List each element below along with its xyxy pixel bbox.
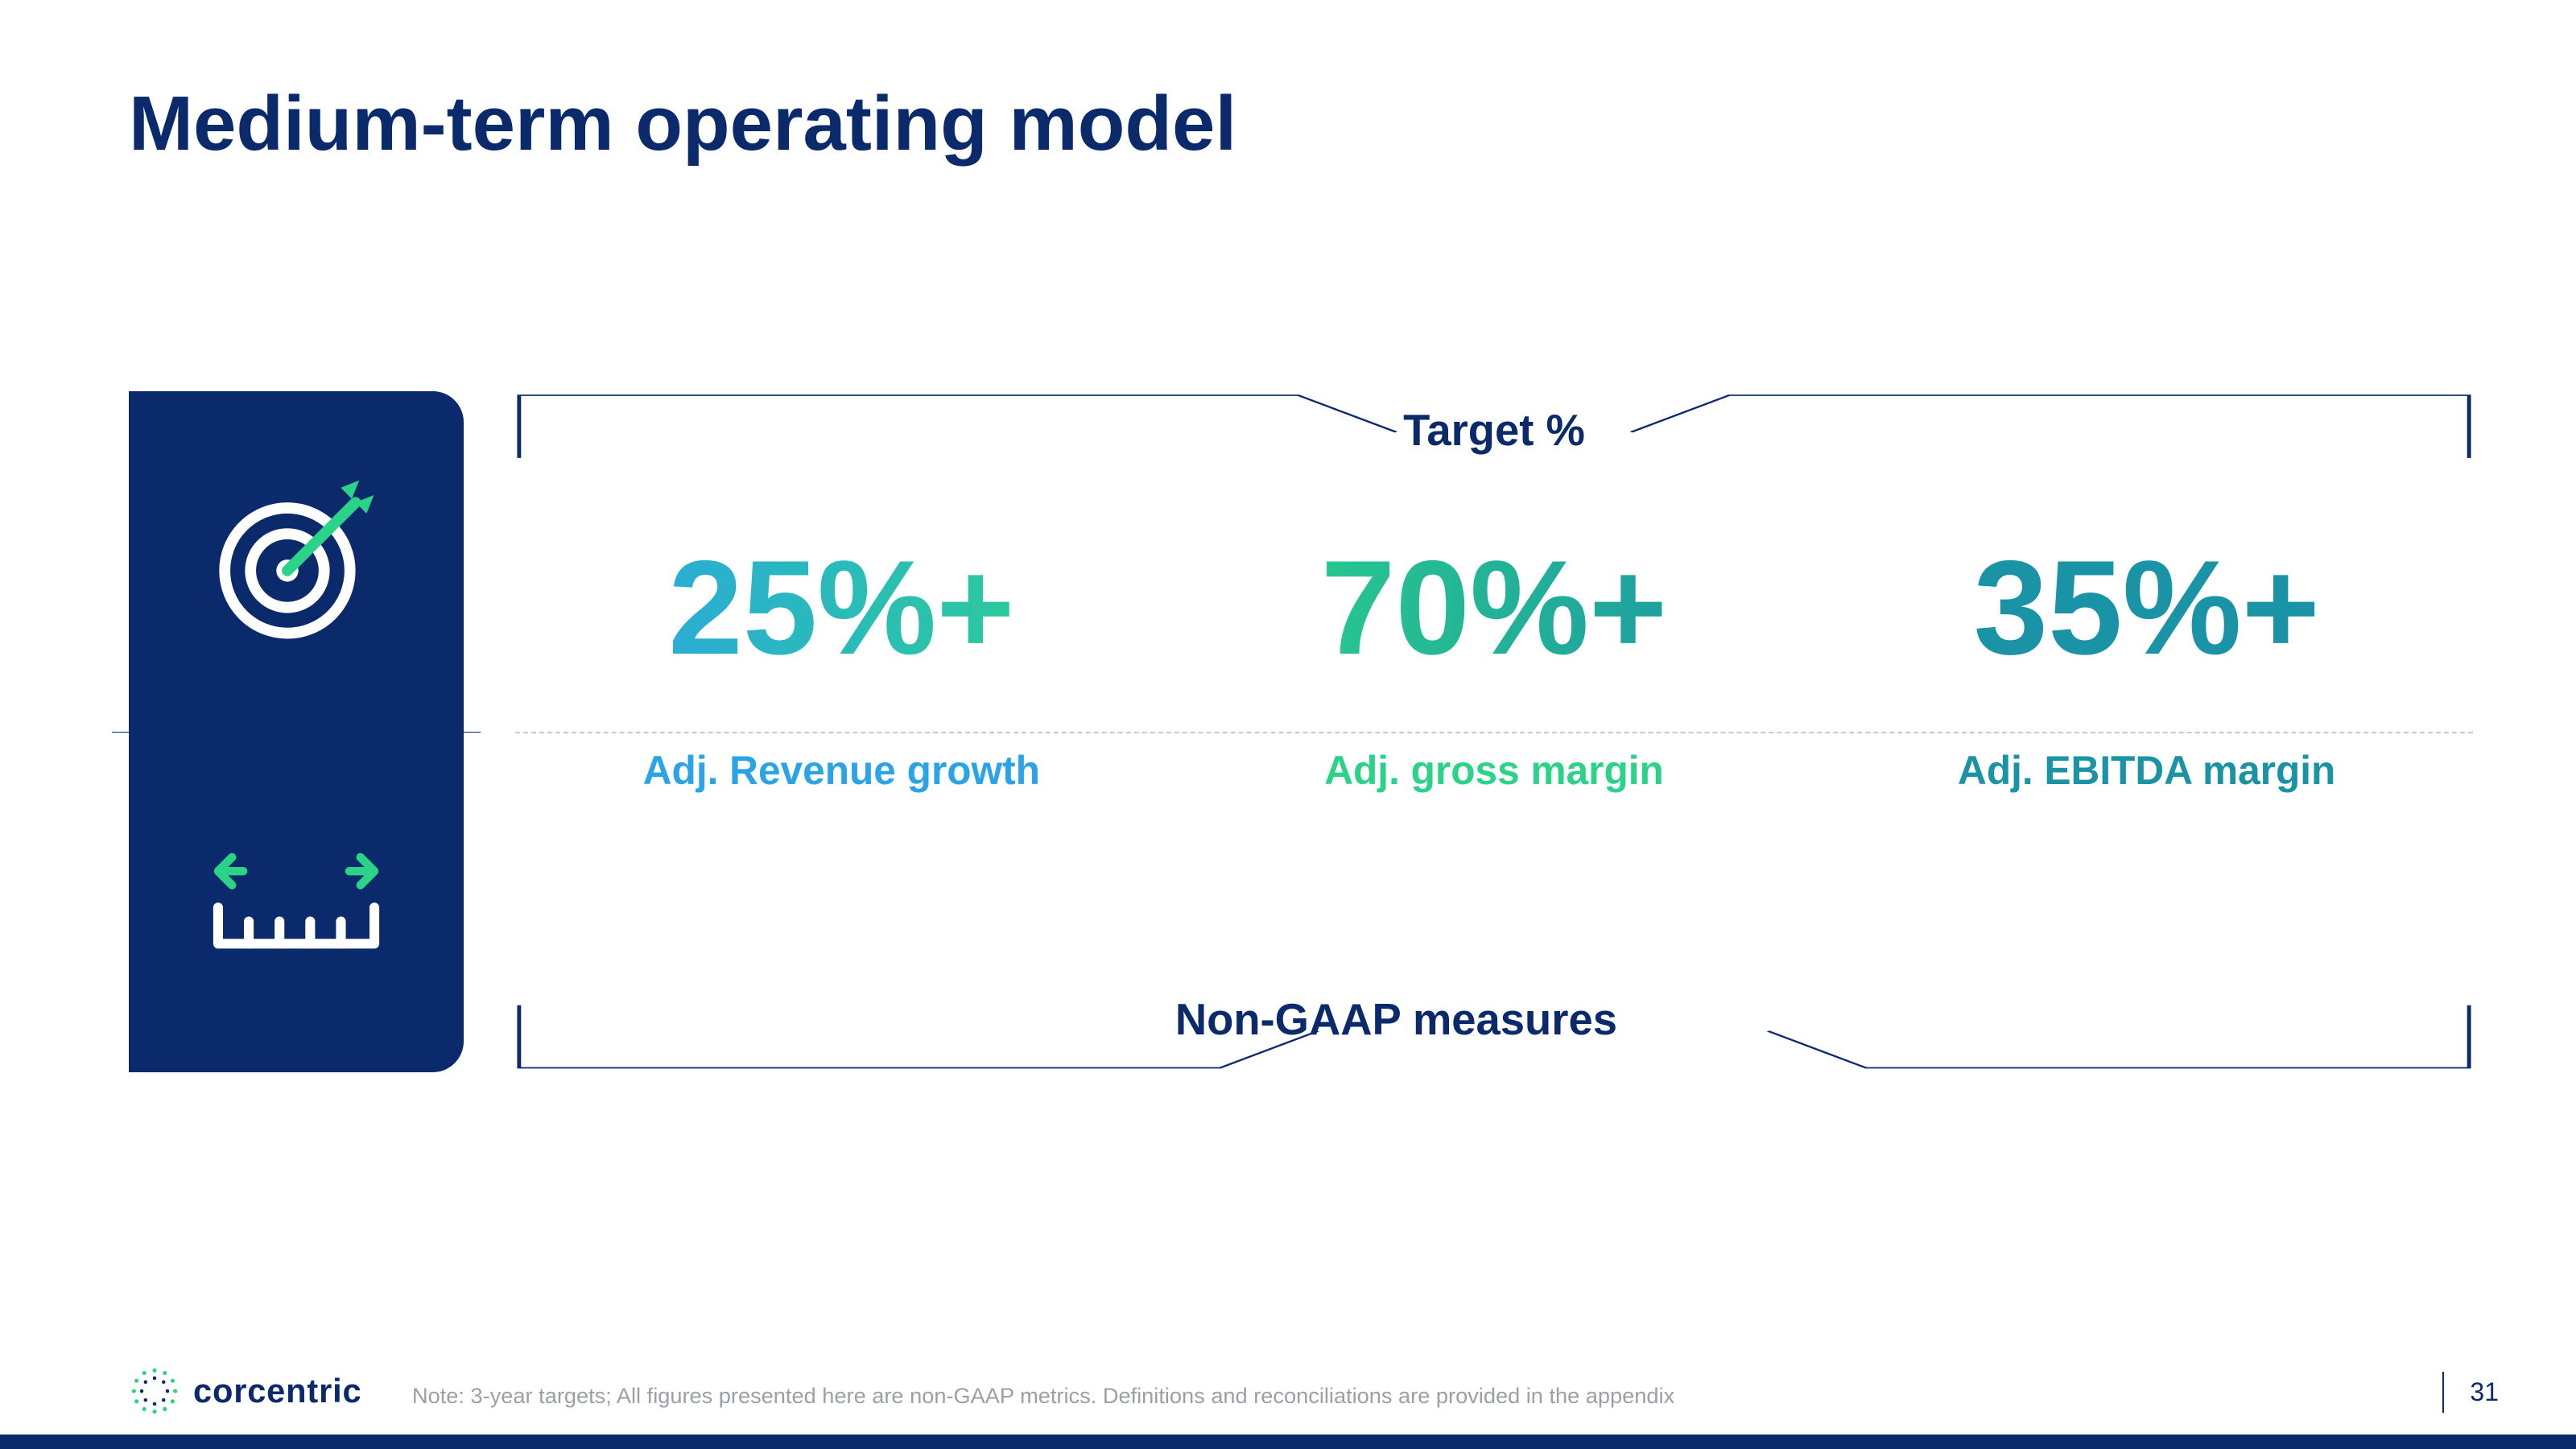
footer-accent-bar — [0, 1435, 2576, 1449]
footnote: Note: 3-year targets; All figures presen… — [412, 1383, 1674, 1409]
metric-value: 70%+ — [1194, 541, 1795, 675]
metric-label: Adj. gross margin — [1194, 747, 1795, 794]
metric-value: 35%+ — [1846, 541, 2447, 675]
target-icon — [204, 469, 389, 654]
footer: corcentric Note: 3-year targets; All fig… — [0, 1304, 2576, 1449]
metric-label: Adj. Revenue growth — [541, 747, 1142, 794]
page-number: 31 — [2442, 1372, 2499, 1413]
icon-panel-divider — [112, 732, 481, 733]
metric-value: 25%+ — [541, 541, 1142, 675]
metric-ebitda-margin: 35%+ Adj. EBITDA margin — [1820, 541, 2473, 794]
metric-label: Adj. EBITDA margin — [1846, 747, 2447, 794]
slide-title: Medium-term operating model — [129, 80, 1236, 168]
metric-revenue-growth: 25%+ Adj. Revenue growth — [515, 541, 1168, 794]
brand-logo-text: corcentric — [193, 1372, 361, 1410]
metric-gross-margin: 70%+ Adj. gross margin — [1168, 541, 1821, 794]
ruler-icon — [213, 846, 380, 958]
section-label-nongaap: Non-GAAP measures — [1175, 994, 1617, 1045]
icon-panel — [129, 391, 464, 1072]
brand-logo: corcentric — [129, 1365, 361, 1417]
icon-panel-bottom — [129, 732, 464, 1072]
content-area: Target % 25%+ Adj. Revenue growth 70%+ A… — [515, 391, 2473, 1072]
brand-logo-icon — [129, 1365, 180, 1417]
metrics-row: 25%+ Adj. Revenue growth 70%+ Adj. gross… — [515, 541, 2473, 794]
icon-panel-top — [129, 391, 464, 732]
slide: Medium-term operating model — [0, 0, 2576, 1449]
section-label-target: Target % — [1403, 405, 1585, 456]
